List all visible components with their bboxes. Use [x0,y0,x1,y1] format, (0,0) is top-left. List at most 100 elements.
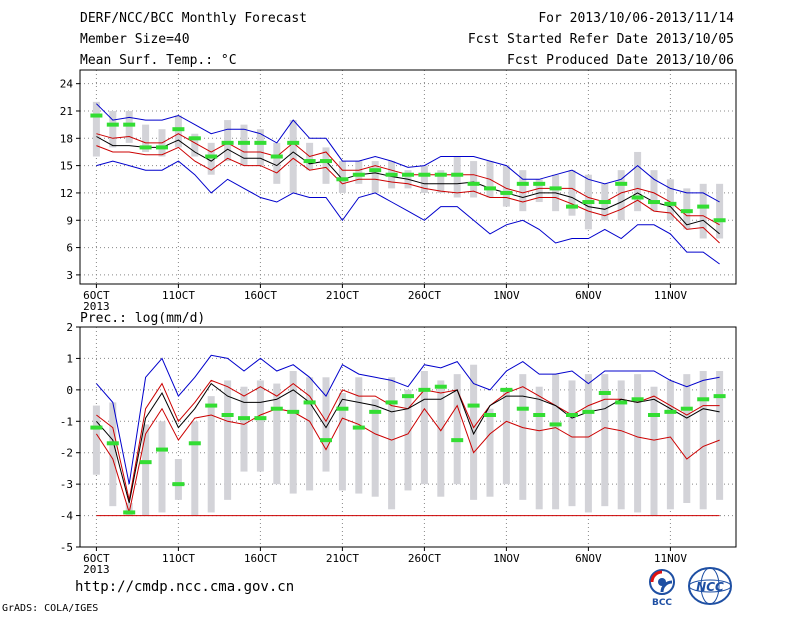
precip-mode-mark [254,416,267,421]
precip-panel-title: Prec.: log(mm/d) [80,311,205,326]
precip-xtick-label: 6OCT [83,552,110,565]
grads-credit: GrADS: COLA/IGES [2,603,99,614]
temp-mode-mark [369,168,382,173]
temp-ytick-label: 9 [66,214,73,227]
precip-mode-mark [549,422,562,427]
precip-frame [79,326,737,548]
temp-mode-mark [139,145,152,150]
temp-range-box [502,165,510,207]
temp-range-box [683,188,691,230]
temp-mode-mark [238,140,250,145]
precip-xtick-label: 16OCT [244,552,277,565]
temp-mode-mark [303,159,316,164]
temp-range-box [437,170,445,193]
temp-range-box [634,151,642,212]
precip-mode-mark [303,400,316,405]
precip-mode-mark [90,425,103,430]
precip-xtick-label: 26OCT [408,552,441,565]
precip-ytick-label: -2 [60,447,73,460]
precip-range-box [142,424,150,516]
precip-range-box [322,377,330,472]
temp-mode-mark [123,122,136,127]
temp-ytick-label: 15 [60,160,73,173]
temp-range-box [273,142,281,184]
precip-mode-mark [631,397,644,402]
precip-range-box [256,380,264,472]
precip-mode-mark [484,413,496,417]
temp-mode-mark [566,204,578,209]
temp-range-box [125,110,133,143]
precip-mode-mark [156,447,168,452]
source-url[interactable]: http://cmdp.ncc.cma.gov.cn [75,579,295,595]
temp-range-box [240,124,248,166]
precip-xtick-label: 11OCT [162,552,195,565]
temp-mode-mark [664,201,677,206]
precip-range-box [716,371,724,500]
temp-mode-mark [697,204,710,209]
precip-mode-mark [697,397,710,402]
precip-ytick-label: -3 [60,478,73,491]
precip-range-box [634,374,642,513]
precip-range-box [486,408,494,497]
precip-range-box [535,386,543,510]
precip-range-box [683,374,691,503]
precip-mode-mark [418,387,431,392]
temp-mode-mark [320,159,332,164]
temp-mode-mark [582,200,595,205]
precip-ytick-label: 2 [66,321,73,334]
temp-range-box [109,110,117,148]
temp-mode-mark [418,172,431,177]
precip-range-box [666,380,674,510]
temp-range-box [355,161,363,184]
precip-ytick-label: 1 [66,352,73,365]
temp-range-box [666,179,674,221]
precip-mode-mark [287,409,300,414]
precip-range-box [92,405,100,475]
temp-ytick-label: 3 [66,269,73,282]
temp-xtick-label: 11OCT [162,289,195,302]
temp-mode-mark [434,172,447,177]
temp-ytick-label: 18 [60,132,73,145]
precip-mode-mark [238,416,250,421]
temp-range-box [289,120,297,193]
temp-ytick-label: 21 [60,105,73,118]
temp-mode-mark [484,186,496,191]
temp-xtick-label: 21OCT [326,289,359,302]
temp-mode-mark [467,181,480,186]
precip-range-box [306,377,314,491]
temp-mean-line [96,136,720,235]
temp-range-box [535,179,543,203]
temp-min-line [96,160,720,265]
precip-mode-mark [582,409,595,414]
temp-range-box [470,161,478,198]
precip-range-box [191,421,199,516]
precip-mode-mark [352,425,365,430]
temp-mode-mark [385,172,398,177]
temp-mode-mark [598,200,611,205]
temp-mode-mark [549,186,562,191]
precip-mode-mark [500,387,513,392]
precip-xtick-label: 21OCT [326,552,359,565]
precip-mode-mark [467,403,480,408]
precip-mode-mark [516,406,529,411]
precip-lower-line [95,404,720,513]
temp-mode-mark [500,190,513,195]
temp-mode-mark [352,172,365,177]
precip-range-box [289,371,297,494]
temp-xtick-label: 6NOV [575,289,602,302]
temp-mode-mark [106,122,119,127]
precip-mode-mark [402,394,414,399]
precip-mode-mark [270,406,283,411]
temp-lower-line [96,145,720,244]
precip-range-box [355,377,363,494]
precip-range-box [338,393,346,491]
precip-mode-mark [566,413,578,417]
precip-range-box [125,503,133,516]
precip-range-box [109,402,117,507]
precip-range-box [453,374,461,485]
temp-range-box [420,165,428,193]
precip-mode-mark [615,400,628,405]
